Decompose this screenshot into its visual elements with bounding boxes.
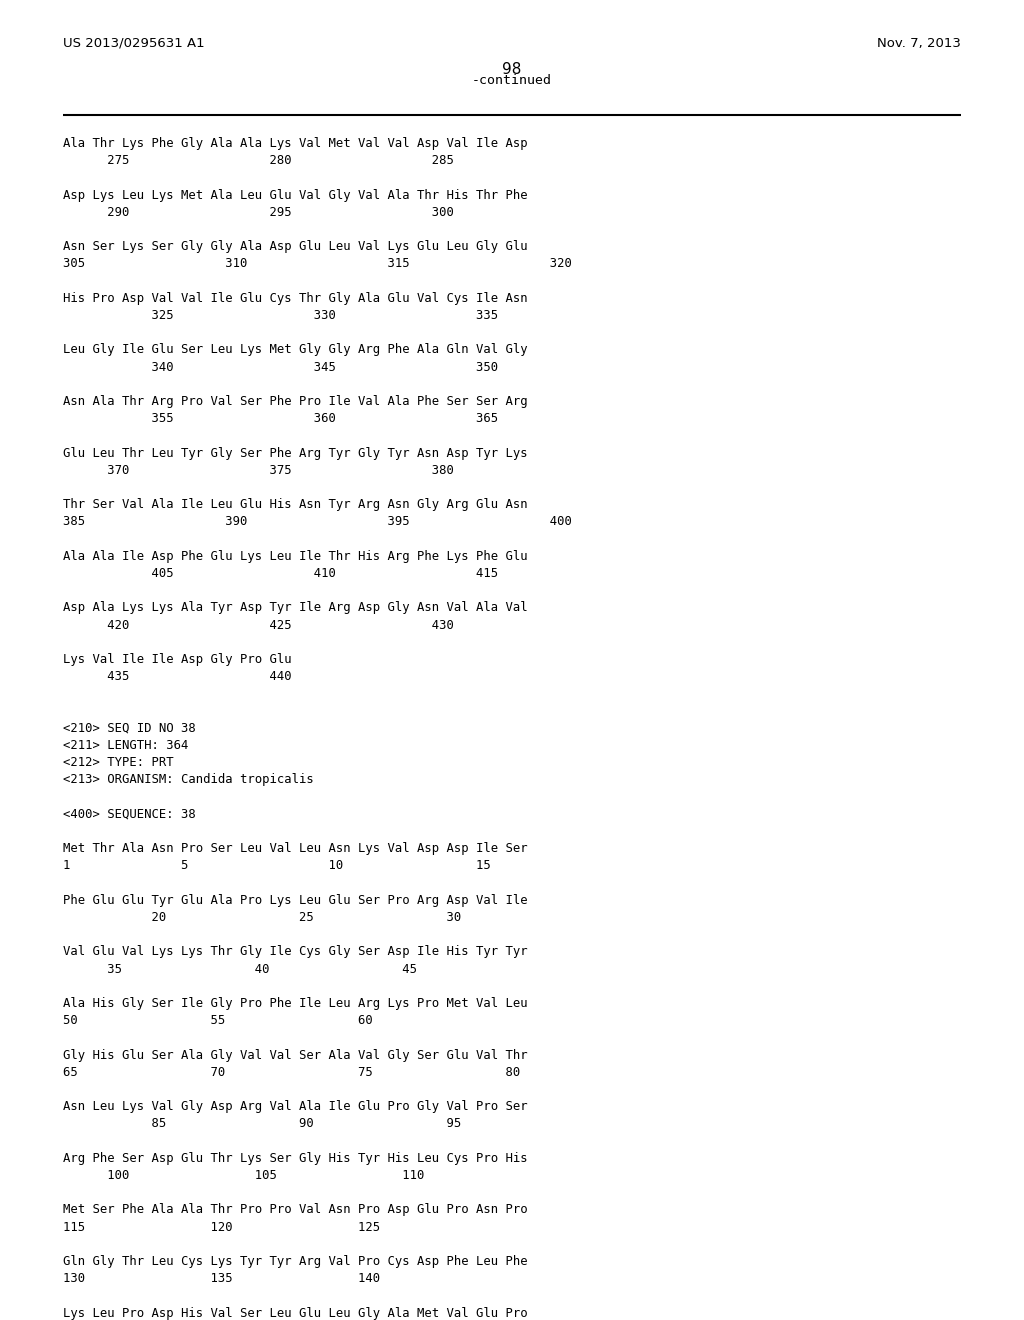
- Text: <212> TYPE: PRT: <212> TYPE: PRT: [63, 756, 174, 770]
- Text: Lys Leu Pro Asp His Val Ser Leu Glu Leu Gly Ala Met Val Glu Pro: Lys Leu Pro Asp His Val Ser Leu Glu Leu …: [63, 1307, 527, 1320]
- Text: 100                 105                 110: 100 105 110: [63, 1170, 424, 1181]
- Text: 405                   410                   415: 405 410 415: [63, 568, 498, 579]
- Text: Thr Ser Val Ala Ile Leu Glu His Asn Tyr Arg Asn Gly Arg Glu Asn: Thr Ser Val Ala Ile Leu Glu His Asn Tyr …: [63, 498, 527, 511]
- Text: Gly His Glu Ser Ala Gly Val Val Ser Ala Val Gly Ser Glu Val Thr: Gly His Glu Ser Ala Gly Val Val Ser Ala …: [63, 1048, 527, 1061]
- Text: 385                   390                   395                   400: 385 390 395 400: [63, 515, 571, 528]
- Text: -continued: -continued: [472, 74, 552, 87]
- Text: 420                   425                   430: 420 425 430: [63, 619, 454, 631]
- Text: Ala Thr Lys Phe Gly Ala Ala Lys Val Met Val Val Asp Val Ile Asp: Ala Thr Lys Phe Gly Ala Ala Lys Val Met …: [63, 137, 527, 150]
- Text: Met Thr Ala Asn Pro Ser Leu Val Leu Asn Lys Val Asp Asp Ile Ser: Met Thr Ala Asn Pro Ser Leu Val Leu Asn …: [63, 842, 527, 855]
- Text: 20                  25                  30: 20 25 30: [63, 911, 461, 924]
- Text: <400> SEQUENCE: 38: <400> SEQUENCE: 38: [63, 808, 196, 821]
- Text: Asn Ser Lys Ser Gly Gly Ala Asp Glu Leu Val Lys Glu Leu Gly Glu: Asn Ser Lys Ser Gly Gly Ala Asp Glu Leu …: [63, 240, 527, 253]
- Text: Asp Lys Leu Lys Met Ala Leu Glu Val Gly Val Ala Thr His Thr Phe: Asp Lys Leu Lys Met Ala Leu Glu Val Gly …: [63, 189, 527, 202]
- Text: 65                  70                  75                  80: 65 70 75 80: [63, 1065, 520, 1078]
- Text: Ala Ala Ile Asp Phe Glu Lys Leu Ile Thr His Arg Phe Lys Phe Glu: Ala Ala Ile Asp Phe Glu Lys Leu Ile Thr …: [63, 550, 527, 562]
- Text: 435                   440: 435 440: [63, 671, 292, 684]
- Text: Asn Ala Thr Arg Pro Val Ser Phe Pro Ile Val Ala Phe Ser Ser Arg: Asn Ala Thr Arg Pro Val Ser Phe Pro Ile …: [63, 395, 527, 408]
- Text: Val Glu Val Lys Lys Thr Gly Ile Cys Gly Ser Asp Ile His Tyr Tyr: Val Glu Val Lys Lys Thr Gly Ile Cys Gly …: [63, 945, 527, 958]
- Text: 115                 120                 125: 115 120 125: [63, 1221, 380, 1234]
- Text: US 2013/0295631 A1: US 2013/0295631 A1: [63, 37, 205, 50]
- Text: <213> ORGANISM: Candida tropicalis: <213> ORGANISM: Candida tropicalis: [63, 774, 313, 787]
- Text: Gln Gly Thr Leu Cys Lys Tyr Tyr Arg Val Pro Cys Asp Phe Leu Phe: Gln Gly Thr Leu Cys Lys Tyr Tyr Arg Val …: [63, 1255, 527, 1269]
- Text: Asp Ala Lys Lys Ala Tyr Asp Tyr Ile Arg Asp Gly Asn Val Ala Val: Asp Ala Lys Lys Ala Tyr Asp Tyr Ile Arg …: [63, 602, 527, 614]
- Text: Met Ser Phe Ala Ala Thr Pro Pro Val Asn Pro Asp Glu Pro Asn Pro: Met Ser Phe Ala Ala Thr Pro Pro Val Asn …: [63, 1204, 527, 1217]
- Text: 130                 135                 140: 130 135 140: [63, 1272, 380, 1286]
- Text: 35                  40                  45: 35 40 45: [63, 962, 417, 975]
- Text: 355                   360                   365: 355 360 365: [63, 412, 498, 425]
- Text: 50                  55                  60: 50 55 60: [63, 1014, 373, 1027]
- Text: 305                   310                   315                   320: 305 310 315 320: [63, 257, 571, 271]
- Text: 290                   295                   300: 290 295 300: [63, 206, 454, 219]
- Text: <211> LENGTH: 364: <211> LENGTH: 364: [63, 739, 188, 752]
- Text: 325                   330                   335: 325 330 335: [63, 309, 498, 322]
- Text: Glu Leu Thr Leu Tyr Gly Ser Phe Arg Tyr Gly Tyr Asn Asp Tyr Lys: Glu Leu Thr Leu Tyr Gly Ser Phe Arg Tyr …: [63, 446, 527, 459]
- Text: Lys Val Ile Ile Asp Gly Pro Glu: Lys Val Ile Ile Asp Gly Pro Glu: [63, 653, 292, 667]
- Text: Leu Gly Ile Glu Ser Leu Lys Met Gly Gly Arg Phe Ala Gln Val Gly: Leu Gly Ile Glu Ser Leu Lys Met Gly Gly …: [63, 343, 527, 356]
- Text: Nov. 7, 2013: Nov. 7, 2013: [878, 37, 961, 50]
- Text: 85                  90                  95: 85 90 95: [63, 1118, 461, 1130]
- Text: 275                   280                   285: 275 280 285: [63, 154, 454, 168]
- Text: Asn Leu Lys Val Gly Asp Arg Val Ala Ile Glu Pro Gly Val Pro Ser: Asn Leu Lys Val Gly Asp Arg Val Ala Ile …: [63, 1100, 527, 1113]
- Text: Ala His Gly Ser Ile Gly Pro Phe Ile Leu Arg Lys Pro Met Val Leu: Ala His Gly Ser Ile Gly Pro Phe Ile Leu …: [63, 997, 527, 1010]
- Text: Arg Phe Ser Asp Glu Thr Lys Ser Gly His Tyr His Leu Cys Pro His: Arg Phe Ser Asp Glu Thr Lys Ser Gly His …: [63, 1152, 527, 1164]
- Text: Phe Glu Glu Tyr Glu Ala Pro Lys Leu Glu Ser Pro Arg Asp Val Ile: Phe Glu Glu Tyr Glu Ala Pro Lys Leu Glu …: [63, 894, 527, 907]
- Text: 1               5                   10                  15: 1 5 10 15: [63, 859, 490, 873]
- Text: 370                   375                   380: 370 375 380: [63, 463, 454, 477]
- Text: His Pro Asp Val Val Ile Glu Cys Thr Gly Ala Glu Val Cys Ile Asn: His Pro Asp Val Val Ile Glu Cys Thr Gly …: [63, 292, 527, 305]
- Text: 340                   345                   350: 340 345 350: [63, 360, 498, 374]
- Text: <210> SEQ ID NO 38: <210> SEQ ID NO 38: [63, 722, 196, 735]
- Text: 98: 98: [503, 62, 521, 77]
